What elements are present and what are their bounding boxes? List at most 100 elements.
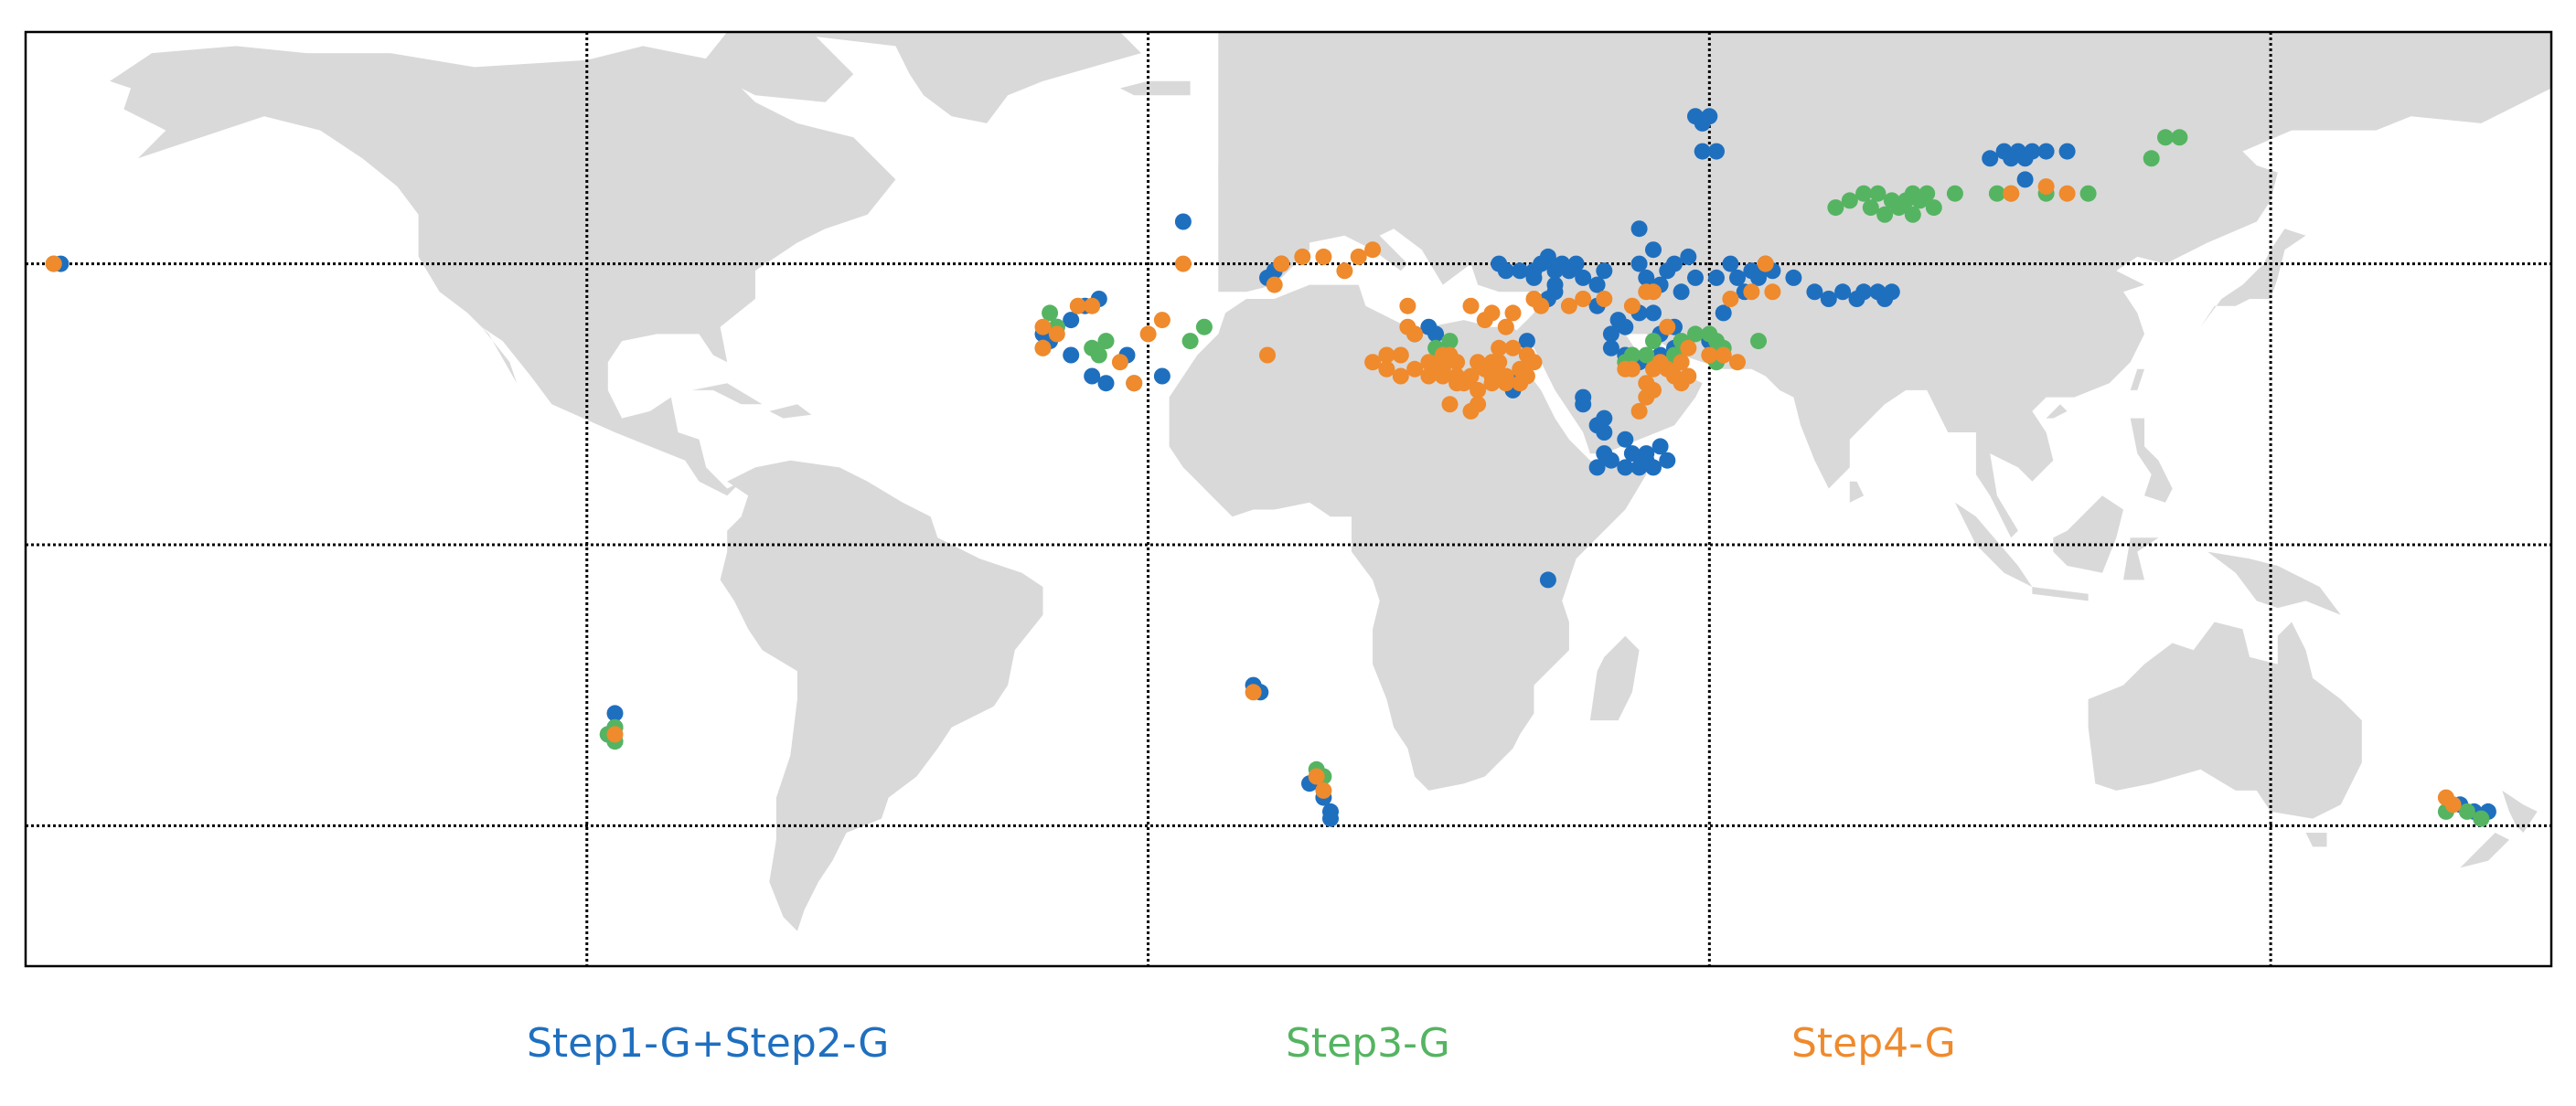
data-point xyxy=(2003,185,2020,202)
data-point xyxy=(1645,283,1662,301)
data-point xyxy=(2157,129,2174,146)
data-point xyxy=(1539,571,1556,589)
data-point xyxy=(1645,304,1662,322)
data-point xyxy=(1560,297,1577,314)
data-point xyxy=(1245,684,1262,701)
data-point xyxy=(1946,185,1963,202)
data-point xyxy=(1497,262,1514,280)
data-point xyxy=(1623,297,1641,314)
data-point xyxy=(1919,185,1936,202)
series-2 xyxy=(45,178,2462,814)
data-point xyxy=(1315,248,1332,265)
data-point xyxy=(1673,354,1690,371)
data-point xyxy=(1525,354,1543,371)
land-taiwan xyxy=(2130,368,2144,390)
data-point xyxy=(1322,810,1339,827)
land-new-guinea xyxy=(2207,551,2341,615)
data-point xyxy=(1427,325,1445,343)
land-borneo xyxy=(2053,495,2123,573)
data-point xyxy=(1659,318,1676,335)
data-point xyxy=(1666,255,1683,272)
data-point xyxy=(1308,768,1325,785)
map-frame xyxy=(24,30,2553,968)
data-point xyxy=(1336,262,1353,280)
data-point xyxy=(1596,424,1613,441)
data-point xyxy=(1497,375,1514,392)
data-point xyxy=(1638,269,1655,286)
data-point xyxy=(2473,810,2490,827)
land-africa xyxy=(1169,284,1647,791)
data-point xyxy=(1834,283,1852,301)
data-point xyxy=(1259,346,1276,364)
data-point xyxy=(1673,283,1690,301)
data-point xyxy=(1518,333,1535,350)
land-hainan xyxy=(2046,404,2068,419)
data-point xyxy=(1588,276,1606,293)
land-north-america xyxy=(110,46,896,496)
data-point xyxy=(1651,438,1669,455)
data-point xyxy=(1048,325,1065,343)
data-point xyxy=(1273,255,1290,272)
data-point xyxy=(1764,283,1781,301)
data-point xyxy=(1602,325,1619,343)
data-point xyxy=(1392,346,1409,364)
data-point xyxy=(1630,402,1648,420)
data-point xyxy=(1181,333,1199,350)
land-australia xyxy=(2088,622,2362,819)
data-point xyxy=(2016,171,2034,188)
data-point xyxy=(1364,241,1382,259)
data-point xyxy=(1708,269,1725,286)
data-point xyxy=(1630,255,1648,272)
land-baffin xyxy=(699,32,854,102)
data-point xyxy=(1904,185,1921,202)
data-point xyxy=(1904,206,1921,223)
data-point xyxy=(1126,375,1143,392)
data-point xyxy=(606,705,624,722)
data-point xyxy=(1651,354,1669,371)
data-point xyxy=(1623,445,1641,463)
data-point xyxy=(1034,339,1052,356)
land-tasmania xyxy=(2305,833,2327,847)
data-point xyxy=(1575,396,1592,413)
data-point xyxy=(1596,262,1613,280)
data-point xyxy=(1448,354,1466,371)
data-point xyxy=(1153,312,1170,329)
data-point xyxy=(1462,297,1480,314)
data-point xyxy=(1982,150,1999,167)
land-japan xyxy=(2200,229,2306,327)
data-point xyxy=(1483,354,1501,371)
land-layer xyxy=(110,32,2551,931)
data-point xyxy=(1680,248,1697,265)
data-point xyxy=(1525,262,1543,280)
data-point xyxy=(2037,178,2055,196)
data-point xyxy=(1708,143,1725,160)
data-point xyxy=(1785,269,1802,286)
data-point xyxy=(1680,339,1697,356)
data-point xyxy=(1659,452,1676,469)
data-point xyxy=(1827,199,1844,217)
land-greenland xyxy=(775,32,1141,123)
data-point xyxy=(1729,354,1746,371)
data-point xyxy=(1497,318,1514,335)
data-point xyxy=(1575,291,1592,307)
data-point xyxy=(1063,346,1080,364)
data-point xyxy=(606,726,624,743)
data-point xyxy=(1575,269,1592,286)
data-point xyxy=(2079,185,2097,202)
data-point xyxy=(1266,276,1283,293)
data-point xyxy=(1602,452,1619,469)
data-point xyxy=(1084,339,1101,356)
land-hispaniola xyxy=(769,404,812,419)
data-point xyxy=(1841,192,1858,209)
data-point xyxy=(2058,143,2076,160)
data-point xyxy=(1715,346,1732,364)
data-point xyxy=(1462,367,1480,385)
land-sri-lanka xyxy=(1849,481,1865,503)
data-point xyxy=(1034,318,1052,335)
data-points xyxy=(45,108,2496,827)
land-europe-asia xyxy=(1218,32,2551,538)
data-point xyxy=(1722,291,1739,307)
data-point xyxy=(2171,129,2188,146)
land-philippines xyxy=(2130,418,2173,503)
data-point xyxy=(1174,213,1192,230)
